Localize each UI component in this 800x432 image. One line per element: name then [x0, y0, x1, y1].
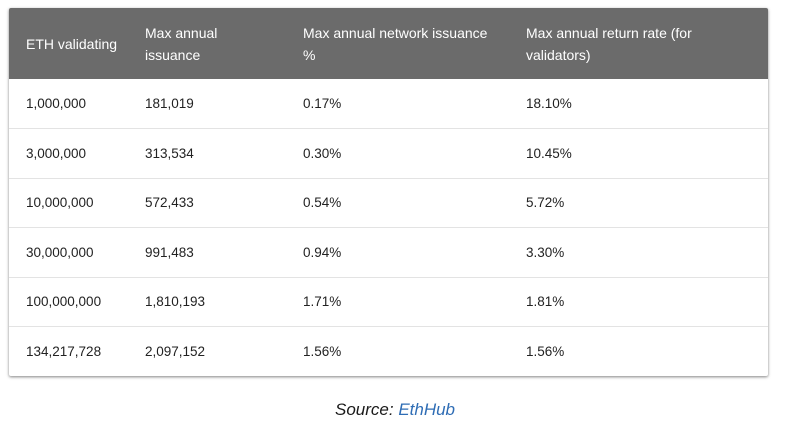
cell-eth-validating: 3,000,000 — [9, 128, 128, 178]
table-row: 3,000,000 313,534 0.30% 10.45% — [9, 128, 768, 178]
cell-eth-validating: 30,000,000 — [9, 227, 128, 277]
cell-network-issuance-percent: 1.71% — [286, 276, 509, 327]
cell-network-issuance-percent: 0.94% — [286, 227, 509, 277]
cell-eth-validating: 10,000,000 — [9, 177, 128, 228]
cell-return-rate: 3.30% — [509, 227, 768, 277]
source-caption: Source: EthHub — [0, 400, 790, 420]
header-max-network-issuance-percent: Max annual network issuance % — [303, 24, 488, 63]
cell-max-annual-issuance: 181,019 — [145, 96, 194, 111]
cell-return-rate: 18.10% — [526, 96, 572, 111]
issuance-table-card: ETH validating Max annual issuance Max a… — [9, 8, 768, 376]
cell-return-rate: 5.72% — [509, 177, 768, 228]
header-eth-validating: ETH validating — [26, 35, 118, 52]
cell-eth-validating: 100,000,000 — [9, 276, 128, 327]
cell-network-issuance-percent: 1.56% — [286, 326, 509, 376]
cell-return-rate: 1.81% — [509, 276, 768, 327]
cell-return-rate: 10.45% — [509, 128, 768, 178]
issuance-table: ETH validating Max annual issuance Max a… — [9, 8, 768, 376]
cell-max-annual-issuance: 991,483 — [128, 227, 286, 277]
source-link-ethhub[interactable]: EthHub — [398, 400, 456, 419]
cell-return-rate: 1.56% — [509, 326, 768, 376]
table-row: 1,000,000 181,019 0.17% 18.10% — [9, 79, 768, 129]
table-row: 30,000,000 991,483 0.94% 3.30% — [9, 227, 768, 277]
cell-max-annual-issuance: 313,534 — [128, 128, 286, 178]
header-max-annual-issuance: Max annual issuance — [145, 24, 218, 63]
header-max-return-rate: Max annual return rate (for validators) — [526, 24, 692, 63]
cell-max-annual-issuance: 1,810,193 — [128, 276, 286, 327]
cell-eth-validating: 134,217,728 — [9, 326, 128, 376]
cell-network-issuance-percent: 0.17% — [303, 96, 342, 111]
cell-max-annual-issuance: 572,433 — [128, 177, 286, 228]
table-header-row: ETH validating Max annual issuance Max a… — [9, 8, 768, 79]
table-row: 100,000,000 1,810,193 1.71% 1.81% — [9, 276, 768, 327]
cell-network-issuance-percent: 0.54% — [286, 177, 509, 228]
cell-eth-validating: 1,000,000 — [26, 96, 87, 111]
table-row: 134,217,728 2,097,152 1.56% 1.56% — [9, 326, 768, 376]
cell-network-issuance-percent: 0.30% — [286, 128, 509, 178]
cell-max-annual-issuance: 2,097,152 — [128, 326, 286, 376]
source-label: Source: — [334, 400, 394, 419]
table-row: 10,000,000 572,433 0.54% 5.72% — [9, 177, 768, 228]
